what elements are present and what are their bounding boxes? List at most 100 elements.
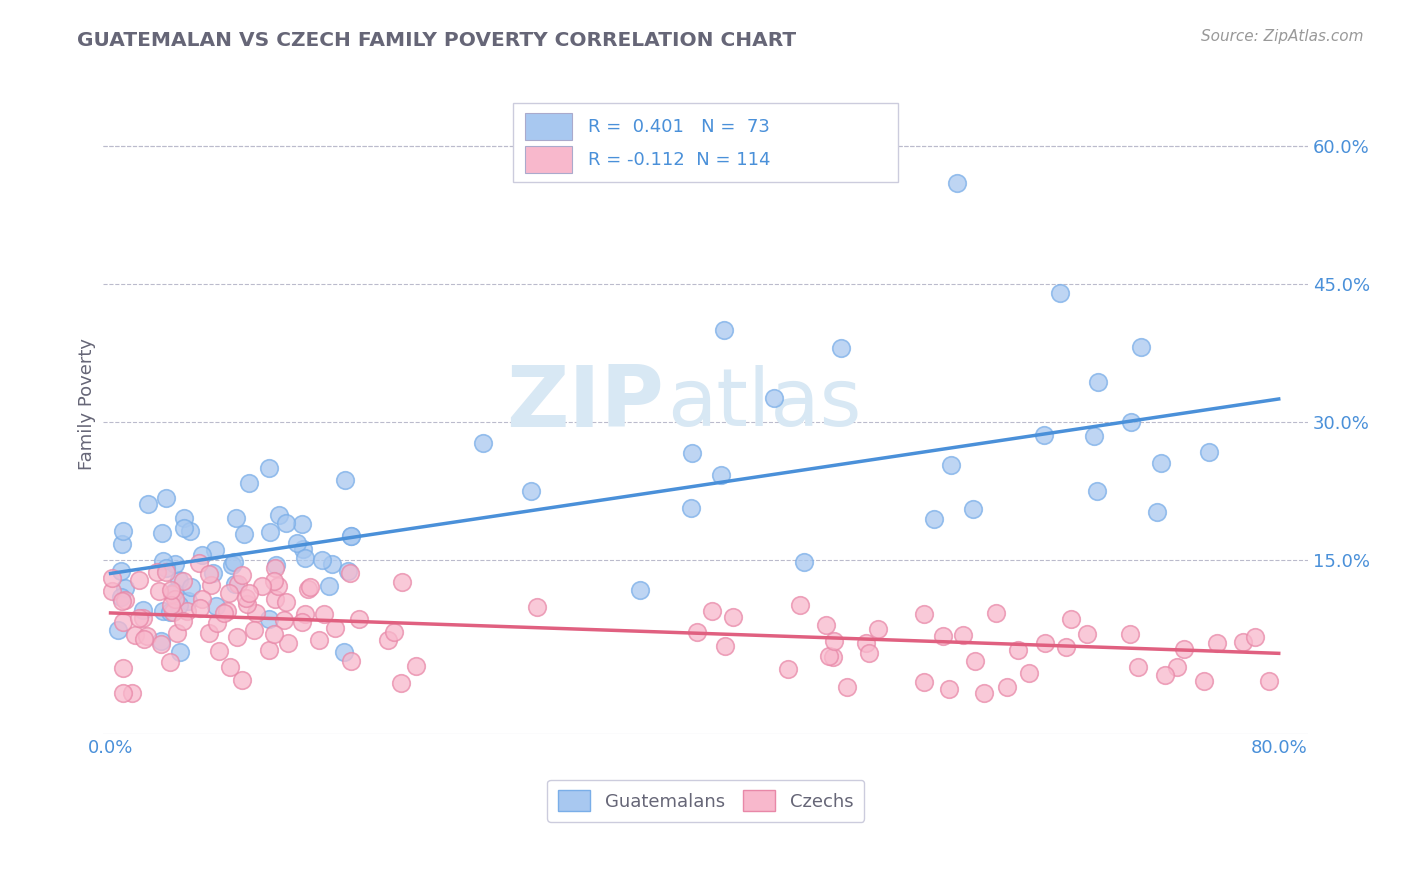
Point [188, 601, 211, 615]
Point [391, 575, 413, 590]
Point [314, 607, 336, 621]
Point [526, 599, 548, 614]
Point [814, 618, 837, 632]
Point [336, 564, 359, 578]
Point [318, 579, 340, 593]
Point [405, 658, 427, 673]
Text: R = -0.112  N = 114: R = -0.112 N = 114 [588, 151, 770, 169]
Point [1232, 635, 1254, 649]
Point [257, 643, 280, 657]
Point [932, 629, 955, 643]
Point [912, 607, 935, 621]
FancyBboxPatch shape [513, 103, 898, 182]
Point [205, 599, 228, 613]
Point [224, 577, 246, 591]
Point [681, 446, 703, 460]
Point [173, 511, 195, 525]
Point [1087, 375, 1109, 389]
Point [112, 686, 135, 700]
Point [259, 461, 281, 475]
Point [201, 566, 224, 580]
Point [986, 606, 1008, 620]
Point [114, 592, 136, 607]
Point [1018, 666, 1040, 681]
Point [198, 625, 221, 640]
Legend: Guatemalans, Czechs: Guatemalans, Czechs [547, 780, 865, 822]
Point [128, 573, 150, 587]
Point [232, 527, 254, 541]
Point [997, 680, 1019, 694]
Point [167, 599, 190, 613]
Point [1054, 640, 1077, 655]
Point [212, 606, 235, 620]
Point [243, 624, 266, 638]
Point [208, 644, 231, 658]
Point [291, 516, 314, 531]
Point [382, 624, 405, 639]
Point [179, 524, 201, 539]
Point [263, 574, 285, 589]
Point [823, 634, 845, 648]
FancyBboxPatch shape [524, 145, 572, 173]
Point [1258, 674, 1281, 689]
Point [377, 633, 399, 648]
Point [274, 516, 297, 530]
Point [155, 561, 177, 575]
Point [946, 176, 969, 190]
Point [1149, 456, 1171, 470]
Point [136, 497, 159, 511]
Point [962, 501, 984, 516]
Text: atlas: atlas [666, 365, 862, 442]
Point [155, 565, 177, 579]
Point [263, 627, 285, 641]
Point [1173, 642, 1195, 657]
Point [1119, 415, 1142, 429]
Point [121, 686, 143, 700]
Point [1083, 429, 1105, 443]
Point [285, 536, 308, 550]
Point [110, 594, 132, 608]
Point [1129, 340, 1152, 354]
Point [188, 556, 211, 570]
Point [291, 541, 314, 556]
Point [159, 655, 181, 669]
Point [818, 648, 841, 663]
Point [628, 583, 651, 598]
Point [763, 391, 786, 405]
Point [169, 644, 191, 658]
Point [1060, 611, 1083, 625]
Point [1166, 660, 1188, 674]
Point [250, 579, 273, 593]
Point [163, 558, 186, 572]
Point [1033, 636, 1056, 650]
Point [274, 594, 297, 608]
Point [218, 586, 240, 600]
Point [177, 594, 200, 608]
Point [333, 644, 356, 658]
Point [131, 611, 153, 625]
Point [311, 553, 333, 567]
Point [110, 564, 132, 578]
Point [160, 598, 183, 612]
Point [340, 529, 363, 543]
Point [266, 579, 288, 593]
Point [713, 323, 735, 337]
Point [339, 529, 361, 543]
Point [952, 628, 974, 642]
Point [294, 550, 316, 565]
Point [681, 500, 703, 515]
Point [222, 555, 245, 569]
Point [939, 458, 962, 472]
Point [1076, 627, 1098, 641]
Point [132, 632, 155, 647]
Point [200, 578, 222, 592]
Point [128, 611, 150, 625]
Point [219, 660, 242, 674]
Point [152, 604, 174, 618]
FancyBboxPatch shape [524, 112, 572, 140]
Point [1244, 630, 1267, 644]
Point [235, 591, 257, 605]
Point [858, 646, 880, 660]
Point [323, 622, 346, 636]
Y-axis label: Family Poverty: Family Poverty [79, 337, 96, 469]
